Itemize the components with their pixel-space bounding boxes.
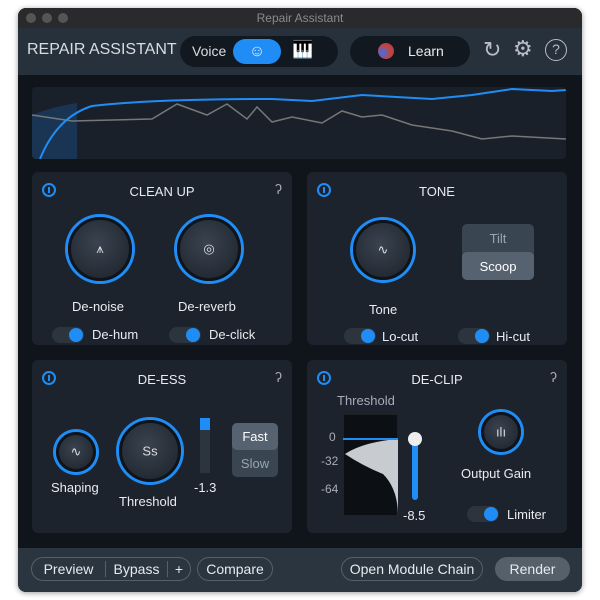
tone-power-icon[interactable] xyxy=(317,183,331,197)
cleanup-panel: CLEAN UP ʔ ⩚ De-noise ◎ De-reverb De-hum… xyxy=(32,172,292,345)
denoise-icon: ⩚ xyxy=(96,241,104,256)
open-module-chain-button[interactable]: Open Module Chain xyxy=(341,557,483,581)
tone-knob[interactable]: ∿ xyxy=(353,220,413,280)
tilt-option[interactable]: Tilt xyxy=(489,230,507,246)
add-button[interactable]: + xyxy=(174,561,184,577)
dereverb-icon: ◎ xyxy=(203,241,215,256)
listen-ear-icon[interactable]: ʔ xyxy=(550,369,557,385)
threshold-knob[interactable]: Ss xyxy=(119,420,181,482)
bypass-button[interactable]: Bypass xyxy=(106,561,168,577)
compare-button[interactable]: Compare xyxy=(197,557,273,581)
tone-mode-selector: Tilt Scoop xyxy=(462,224,534,280)
tone-curve-icon: ∿ xyxy=(377,242,389,257)
threshold-value: -1.3 xyxy=(194,480,217,495)
instrument-icon: 🎹 xyxy=(292,40,314,59)
cleanup-power-icon[interactable] xyxy=(42,183,56,197)
gray-spectrum-line xyxy=(32,103,566,140)
denoise-knob[interactable]: ⩚ xyxy=(68,217,132,281)
learn-icon xyxy=(378,43,394,59)
shaping-knob[interactable]: ∿ xyxy=(56,432,96,472)
hicut-label: Hi-cut xyxy=(496,329,530,344)
spectrum-display xyxy=(32,87,566,159)
tone-title: TONE xyxy=(419,184,455,199)
declip-threshold-value: -8.5 xyxy=(403,508,426,523)
scale-64: -64 xyxy=(321,482,339,496)
tone-panel: TONE ∿ Tone Tilt Scoop Lo-cut Hi-cut xyxy=(307,172,567,345)
limiter-label: Limiter xyxy=(507,507,547,522)
zoom-window-button[interactable] xyxy=(58,13,68,23)
close-window-button[interactable] xyxy=(26,13,36,23)
declip-power-icon[interactable] xyxy=(317,371,331,385)
hicut-toggle[interactable] xyxy=(458,328,490,344)
blue-spectrum-line xyxy=(39,87,566,159)
render-button[interactable]: Render xyxy=(495,557,570,581)
instrument-mode-button[interactable]: 🎹 xyxy=(292,40,313,60)
voice-icon: ☺ xyxy=(248,43,266,60)
window-title: Repair Assistant xyxy=(256,11,344,25)
scale-0: 0 xyxy=(329,430,336,444)
help-icon[interactable]: ? xyxy=(545,39,567,61)
threshold-slider-handle[interactable] xyxy=(408,432,422,446)
tone-label: Tone xyxy=(369,302,398,317)
minimize-window-button[interactable] xyxy=(42,13,52,23)
dehum-toggle[interactable] xyxy=(52,327,84,343)
fast-option[interactable]: Fast xyxy=(232,423,278,450)
declip-title: DE-CLIP xyxy=(411,372,463,387)
spectrum-fill xyxy=(32,103,77,159)
preview-bypass-group: Preview Bypass + xyxy=(31,557,191,581)
limiter-toggle[interactable] xyxy=(467,506,499,522)
repair-assistant-window: Repair Assistant REPAIR ASSISTANT Voice … xyxy=(18,8,582,592)
voice-mode-button[interactable]: ☺ xyxy=(233,39,281,64)
learn-button[interactable]: Learn xyxy=(350,36,470,67)
scoop-option[interactable]: Scoop xyxy=(462,252,534,280)
declick-toggle[interactable] xyxy=(169,327,201,343)
preview-button[interactable]: Preview xyxy=(32,561,106,577)
dehum-label: De-hum xyxy=(92,327,139,342)
deess-title: DE-ESS xyxy=(137,372,187,387)
learn-label: Learn xyxy=(408,43,444,59)
declick-label: De-click xyxy=(209,327,256,342)
threshold-label: Threshold xyxy=(337,393,395,408)
declip-panel: DE-CLIP ʔ Threshold 0 -32 -64 -8.5 ılı O… xyxy=(307,360,567,533)
mode-label: Voice xyxy=(192,43,227,59)
dereverb-label: De-reverb xyxy=(178,299,236,314)
deess-panel: DE-ESS ʔ ∿ Shaping Ss Threshold -1.3 Fas… xyxy=(32,360,292,533)
deess-power-icon[interactable] xyxy=(42,371,56,385)
title-bar: Repair Assistant xyxy=(18,8,582,28)
output-gain-label: Output Gain xyxy=(461,466,532,481)
dereverb-knob[interactable]: ◎ xyxy=(177,217,241,281)
settings-gear-icon[interactable]: ⚙ xyxy=(513,36,533,61)
shaping-icon: ∿ xyxy=(70,444,82,459)
clip-histogram xyxy=(343,414,398,516)
mode-selector: Voice ☺ 🎹 xyxy=(180,36,338,67)
footer-bar: Preview Bypass + Compare Open Module Cha… xyxy=(18,548,582,592)
listen-ear-icon[interactable]: ʔ xyxy=(275,181,282,197)
threshold-slider-track[interactable] xyxy=(412,440,418,500)
scale-32: -32 xyxy=(321,454,339,468)
threshold-meter xyxy=(200,418,210,473)
shaping-label: Shaping xyxy=(51,480,99,495)
sibilance-icon: Ss xyxy=(142,443,158,459)
slow-option[interactable]: Slow xyxy=(240,456,270,471)
deess-speed-selector: Fast Slow xyxy=(232,423,278,477)
waveform-icon: ılı xyxy=(495,424,507,440)
threshold-label: Threshold xyxy=(119,494,177,509)
listen-ear-icon[interactable]: ʔ xyxy=(275,369,282,385)
locut-label: Lo-cut xyxy=(382,329,419,344)
denoise-label: De-noise xyxy=(72,299,125,314)
output-gain-knob[interactable]: ılı xyxy=(481,412,521,452)
cleanup-title: CLEAN UP xyxy=(129,184,195,199)
app-title: REPAIR ASSISTANT xyxy=(27,41,177,58)
header: REPAIR ASSISTANT Voice ☺ 🎹 Learn ↻ ⚙ ? xyxy=(18,28,582,75)
history-icon[interactable]: ↻ xyxy=(483,37,502,62)
locut-toggle[interactable] xyxy=(344,328,376,344)
